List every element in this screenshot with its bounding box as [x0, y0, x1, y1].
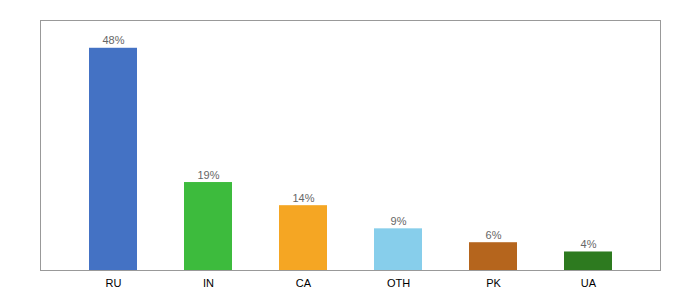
svg-text:UA: UA [581, 277, 597, 289]
svg-text:PK: PK [486, 277, 501, 289]
svg-text:IN: IN [203, 277, 214, 289]
svg-text:9%: 9% [391, 215, 407, 227]
svg-text:RU: RU [106, 277, 122, 289]
svg-text:19%: 19% [197, 169, 219, 181]
svg-text:48%: 48% [102, 34, 124, 46]
svg-text:14%: 14% [292, 192, 314, 204]
svg-text:4%: 4% [581, 238, 597, 250]
svg-text:OTH: OTH [387, 277, 410, 289]
svg-text:6%: 6% [486, 229, 502, 241]
svg-text:CA: CA [296, 277, 312, 289]
